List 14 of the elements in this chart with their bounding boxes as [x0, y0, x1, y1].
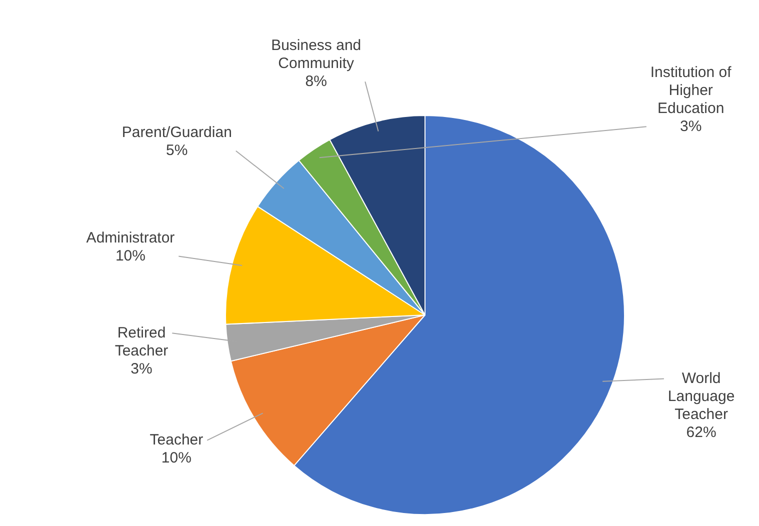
data-label: 8% [305, 72, 327, 90]
slice-label: Retired Teacher [114, 324, 168, 360]
data-label: 5% [166, 142, 188, 159]
slice-label: Teacher [150, 431, 204, 448]
slice-label: Business and Community [271, 36, 362, 72]
data-label: 10% [115, 247, 146, 264]
slice-label: Institution of Higher Education [650, 64, 732, 117]
data-label: 3% [680, 118, 702, 135]
data-label: 62% [686, 424, 716, 441]
slice-label: Administrator [86, 229, 175, 246]
data-label: 3% [130, 360, 152, 378]
slice-label: World Language Teacher [668, 370, 735, 423]
data-label: 10% [161, 449, 192, 466]
slice-label: Parent/Guardian [122, 124, 232, 141]
